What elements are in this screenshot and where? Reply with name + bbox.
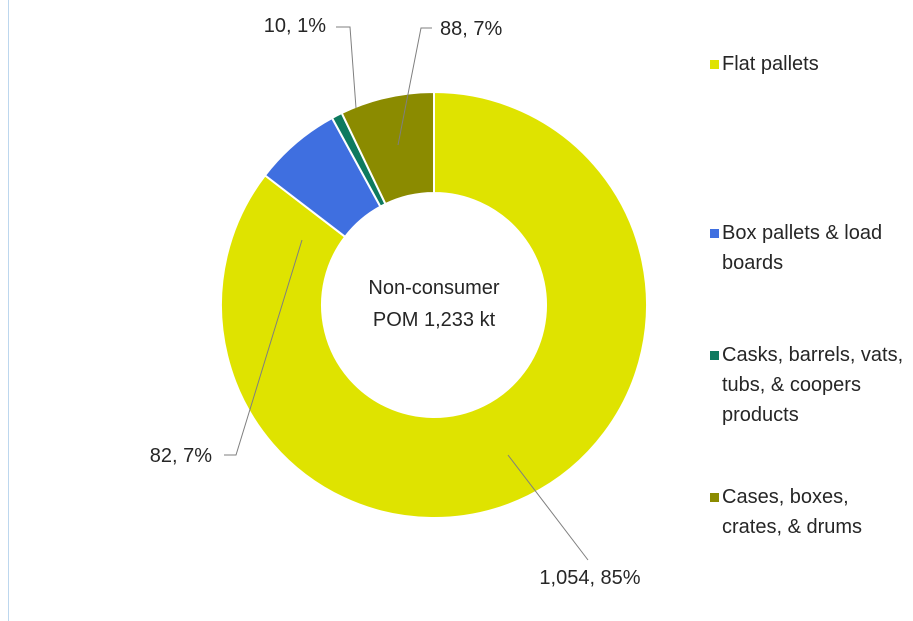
legend-label: Box pallets & load boards bbox=[722, 222, 883, 274]
leader-line bbox=[224, 239, 303, 456]
data-label: 10, 1% bbox=[264, 15, 326, 37]
leader-line bbox=[507, 454, 589, 561]
legend-label: Flat pallets bbox=[722, 53, 819, 75]
donut-slice bbox=[220, 90, 648, 519]
legend-swatch bbox=[710, 229, 719, 238]
legend-swatch bbox=[710, 351, 719, 360]
center-label: POM 1,233 kt bbox=[373, 309, 496, 331]
legend-label: Cases, boxes, crates, & drums bbox=[722, 486, 863, 538]
leader-line bbox=[397, 27, 432, 146]
legend-swatch bbox=[710, 493, 719, 502]
data-label: 82, 7% bbox=[150, 445, 212, 467]
legend-label: Casks, barrels, vats, tubs, & coopers pr… bbox=[722, 344, 904, 426]
data-label: 1,054, 85% bbox=[539, 567, 640, 589]
donut-slice bbox=[340, 90, 435, 206]
center-label: Non-consumer bbox=[368, 277, 500, 299]
leader-line bbox=[336, 26, 357, 109]
legend-swatch bbox=[710, 60, 719, 69]
data-label: 88, 7% bbox=[440, 18, 502, 40]
